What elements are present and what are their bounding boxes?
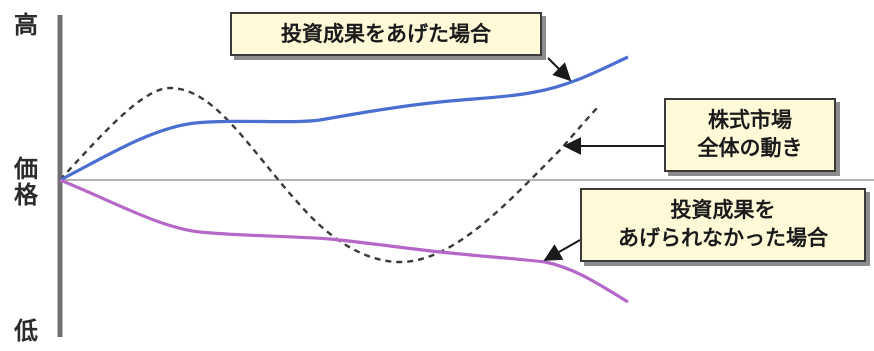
success-line: [59, 55, 629, 182]
callout-failure-line-2: あげられなかった場合: [618, 226, 828, 250]
callout-failure-line-1: 投資成果を: [670, 198, 776, 222]
callout-failure: 投資成果を あげられなかった場合: [580, 188, 866, 262]
axis-label-price-2: 格: [14, 181, 38, 209]
success-pointer: [547, 57, 572, 82]
callout-market: 株式市場 全体の動き: [664, 98, 836, 172]
callout-success-line-1: 投資成果をあげた場合: [281, 22, 491, 46]
failure-pointer: [543, 239, 581, 261]
callout-market-line-2: 全体の動き: [697, 136, 803, 160]
axis-label-low: 低: [14, 317, 38, 345]
axis-label-price-1: 価: [14, 155, 38, 183]
market-line: [59, 86, 601, 264]
callout-success: 投資成果をあげた場合: [230, 12, 542, 56]
callout-market-line-1: 株式市場: [708, 108, 792, 132]
failure-line: [59, 178, 629, 304]
axis-label-high: 高: [14, 11, 38, 39]
